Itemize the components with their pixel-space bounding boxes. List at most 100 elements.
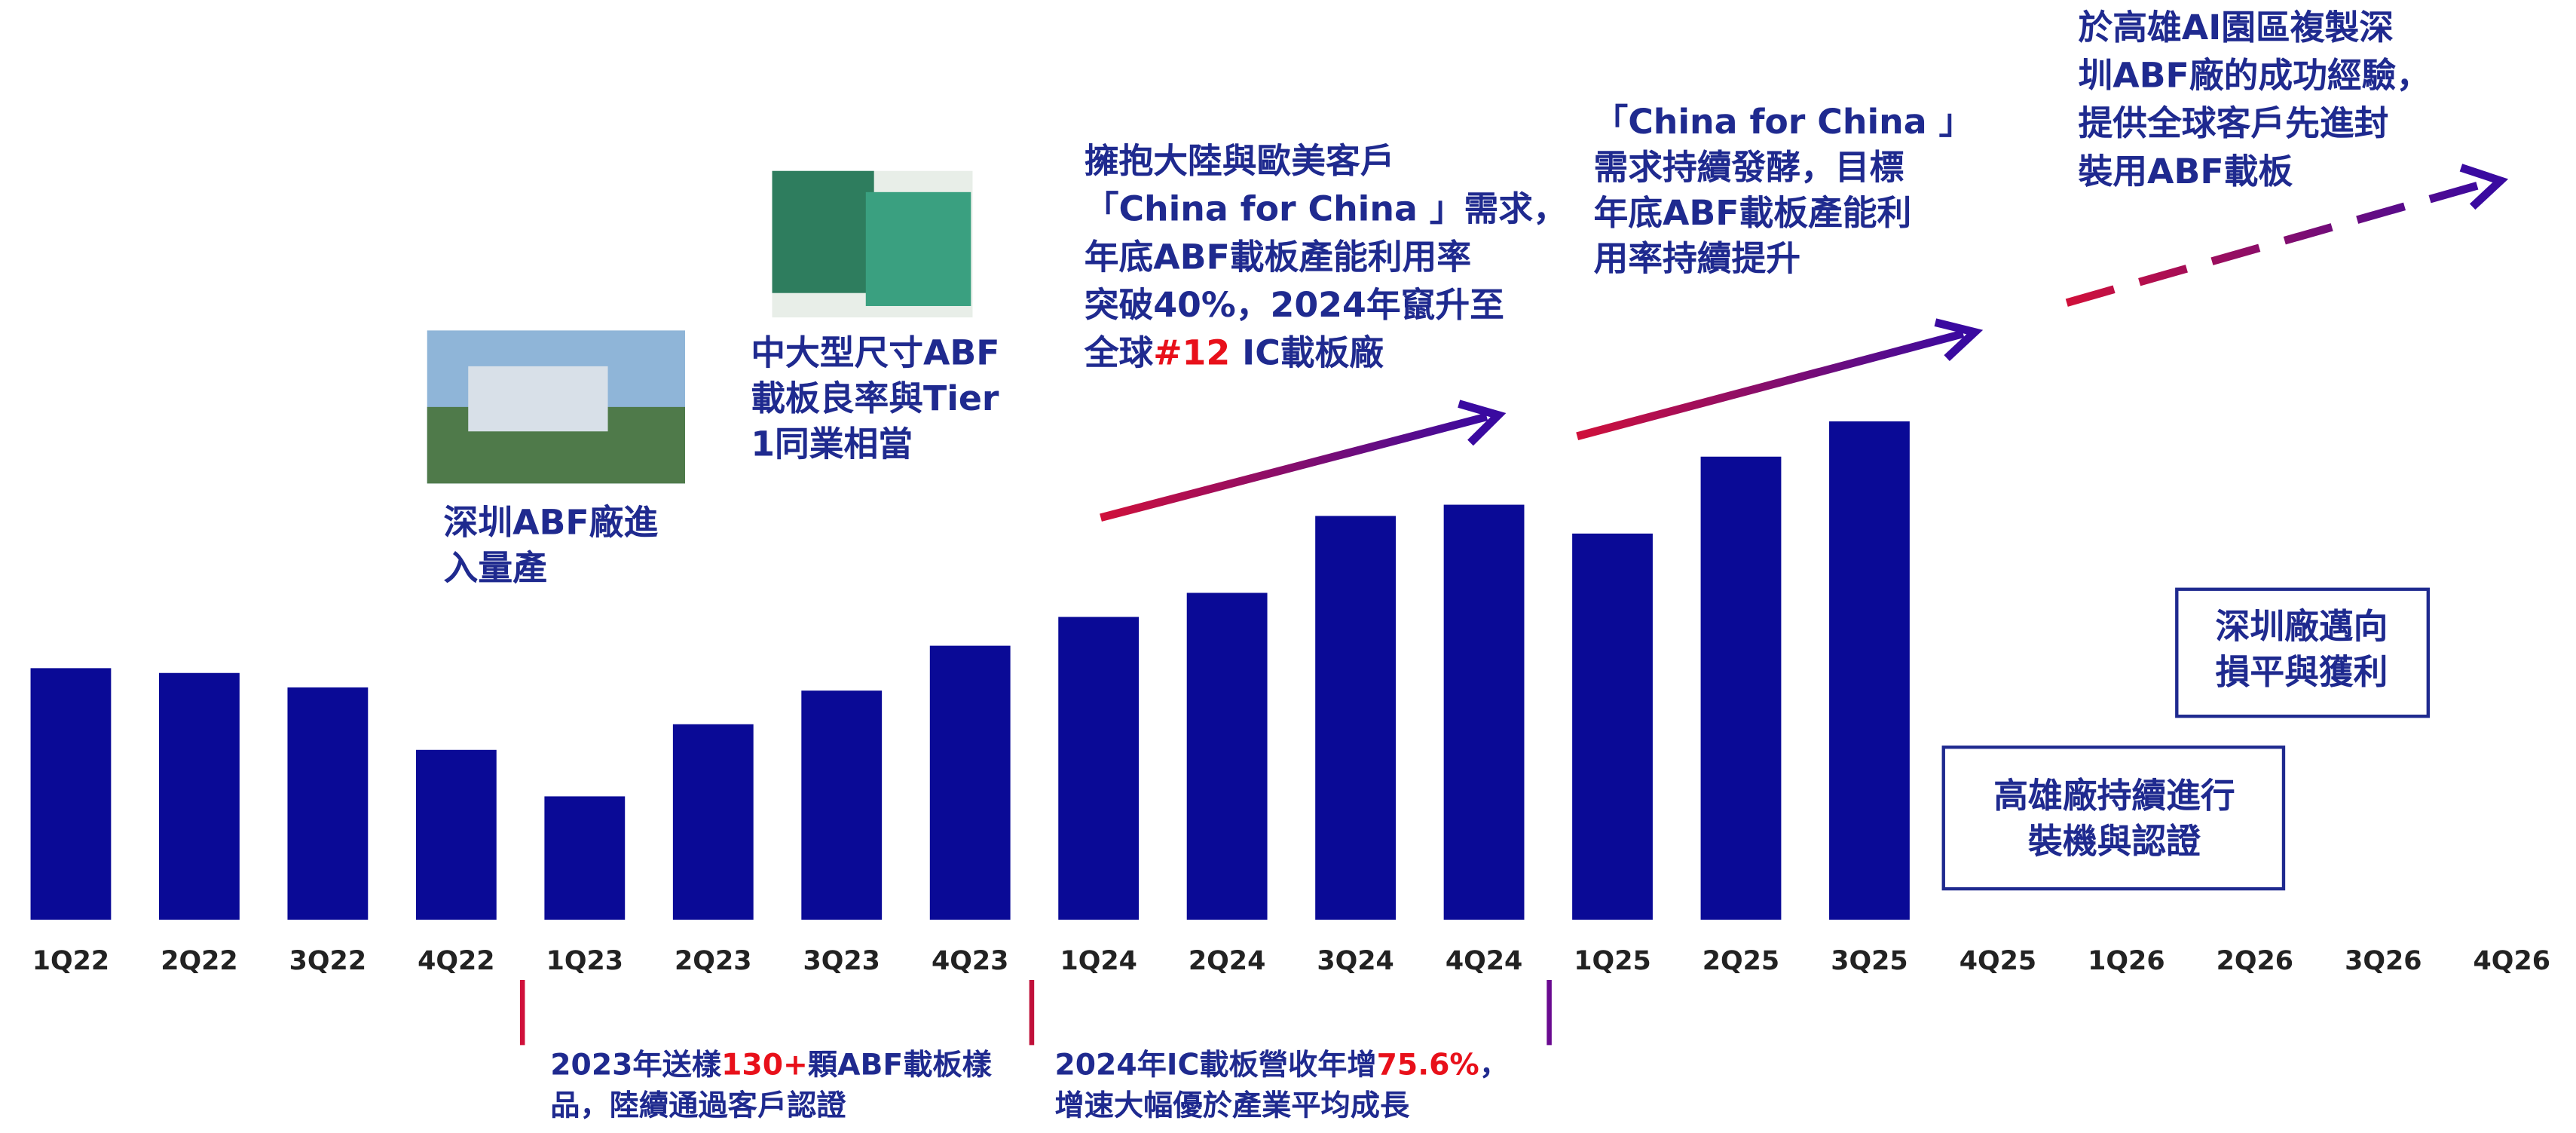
annotation: 裝機與認證 [2028,821,2201,861]
x-tick-label: 4Q24 [1446,946,1522,976]
highlight: 130+ [721,1048,808,1082]
x-tick-label: 2Q26 [2217,946,2293,976]
annotation-text: 載板良率與Tier [751,378,999,418]
annotation: 全球#12 IC載板廠 [1084,332,1384,372]
annotation: 年底ABF載板產能利 [1593,193,1911,233]
box [2175,587,2430,718]
annotation-text: 中大型尺寸ABF [751,332,999,372]
annotation: 「China for China 」需求， [1085,188,1568,228]
annotation: 「China for China 」 [1593,102,1973,142]
annotation-text: 顆ABF載板樣 [808,1048,993,1082]
x-tick-label: 1Q24 [1060,946,1137,976]
annotation-text: 深圳ABF廠進 [444,502,659,542]
annotation: 年底ABF載板產能利用率 [1085,237,1471,277]
annotation: 損平與獲利 [2216,652,2388,692]
x-tick-label: 3Q22 [289,946,366,976]
annotation: 品，陸續通過客戶認證 [550,1089,846,1122]
bar [287,687,369,920]
annotation-text: 需求持續發酵，目標 [1593,147,1904,187]
brackets [519,980,1552,1046]
annotation-text: 入量產 [444,547,547,587]
bar [672,724,754,920]
bar [1829,421,1910,920]
annotation-text: 2023年送樣 [550,1048,722,1082]
annotation: 圳ABF廠的成功經驗， [2079,55,2431,95]
x-tick-label: 4Q26 [2474,946,2550,976]
x-tick-label: 2Q25 [1703,946,1779,976]
bar [929,645,1011,920]
annotation: 提供全球客戶先進封 [2079,103,2389,143]
x-tick-label: 2Q23 [675,946,751,976]
annotation-text: IC載板廠 [1230,332,1384,372]
annotation: 1同業相當 [751,424,913,464]
annotation-text: ， [1479,1048,1509,1082]
annotation: 高雄廠持續進行 [1993,776,2235,816]
annotation: 中大型尺寸ABF [751,332,999,372]
annotation-text: 1同業相當 [751,424,913,464]
annotation-text: 圳ABF廠的成功經驗， [2079,55,2431,95]
bar [415,749,497,920]
annotation-text: 年底ABF載板產能利 [1593,193,1911,233]
annotation-text: 擁抱大陸與歐美客戶 [1085,141,1395,181]
x-tick-label: 4Q25 [1960,946,2036,976]
annotation: 於高雄AI園區複製深 [2079,8,2394,47]
annotation-text: 增速大幅優於產業平均成長 [1054,1089,1410,1122]
x-tick-label: 1Q26 [2088,946,2165,976]
annotation: 深圳ABF廠進 [444,502,659,542]
annotation: 擁抱大陸與歐美客戶 [1085,141,1395,181]
annotation-text: 裝用ABF載板 [2079,152,2293,191]
annotation-text: 高雄廠持續進行 [1993,776,2235,816]
x-tick-label: 1Q22 [32,946,109,976]
bar [801,691,883,920]
annotation-text: 年底ABF載板產能利用率 [1085,237,1471,277]
x-tick-label: 4Q23 [932,946,1008,976]
x-tick-label: 3Q26 [2345,946,2422,976]
x-tick-label: 2Q24 [1189,946,1265,976]
annotation-text: 全球 [1084,332,1154,372]
bar [30,668,112,920]
annotation-text: 損平與獲利 [2216,652,2388,692]
bar [1700,456,1782,920]
annotation: 2024年IC載板營收年增75.6%， [1054,1048,1509,1082]
highlight: 75.6% [1377,1048,1479,1082]
x-tick-label: 3Q23 [803,946,880,976]
bar [1058,617,1140,920]
photo-factory [427,330,685,484]
arrows [586,164,2509,765]
annotation: 載板良率與Tier [751,378,999,418]
x-tick-label: 1Q23 [546,946,623,976]
x-tick-label: 4Q22 [418,946,494,976]
box [1941,746,2286,891]
annotation-text: 深圳廠邁向 [2216,606,2388,646]
x-tick-label: 1Q25 [1574,946,1651,976]
photo-substrate [772,170,973,318]
annotation-text: 於高雄AI園區複製深 [2079,8,2394,47]
bar [1572,533,1653,920]
annotation-text: 「China for China 」需求， [1085,188,1568,228]
bar [544,796,626,920]
bar [1186,593,1268,920]
annotation-text: 「China for China 」 [1593,102,1973,142]
annotation: 用率持續提升 [1593,238,1800,278]
annotation: 突破40%，2024年竄升至 [1085,285,1504,325]
highlight: #12 [1153,332,1230,372]
x-tick-label: 3Q25 [1831,946,1908,976]
annotation-text: 品，陸續通過客戶認證 [550,1089,846,1122]
bar [1443,504,1525,920]
annotation-text: 提供全球客戶先進封 [2079,103,2389,143]
annotation-text: 用率持續提升 [1593,238,1800,278]
x-tick-label: 3Q24 [1317,946,1394,976]
annotation: 裝用ABF載板 [2079,152,2293,191]
annotation-text: 裝機與認證 [2028,821,2201,861]
annotation-text: 2024年IC載板營收年增 [1054,1048,1376,1082]
annotation: 需求持續發酵，目標 [1593,147,1904,187]
annotation: 2023年送樣130+顆ABF載板樣 [550,1048,993,1082]
bar [1315,516,1396,920]
bar [159,672,240,920]
annotation: 入量產 [444,547,547,587]
annotation: 深圳廠邁向 [2216,606,2388,646]
annotation: 增速大幅優於產業平均成長 [1054,1089,1410,1122]
annotation-text: 突破40%，2024年竄升至 [1085,285,1504,325]
x-tick-label: 2Q22 [161,946,237,976]
